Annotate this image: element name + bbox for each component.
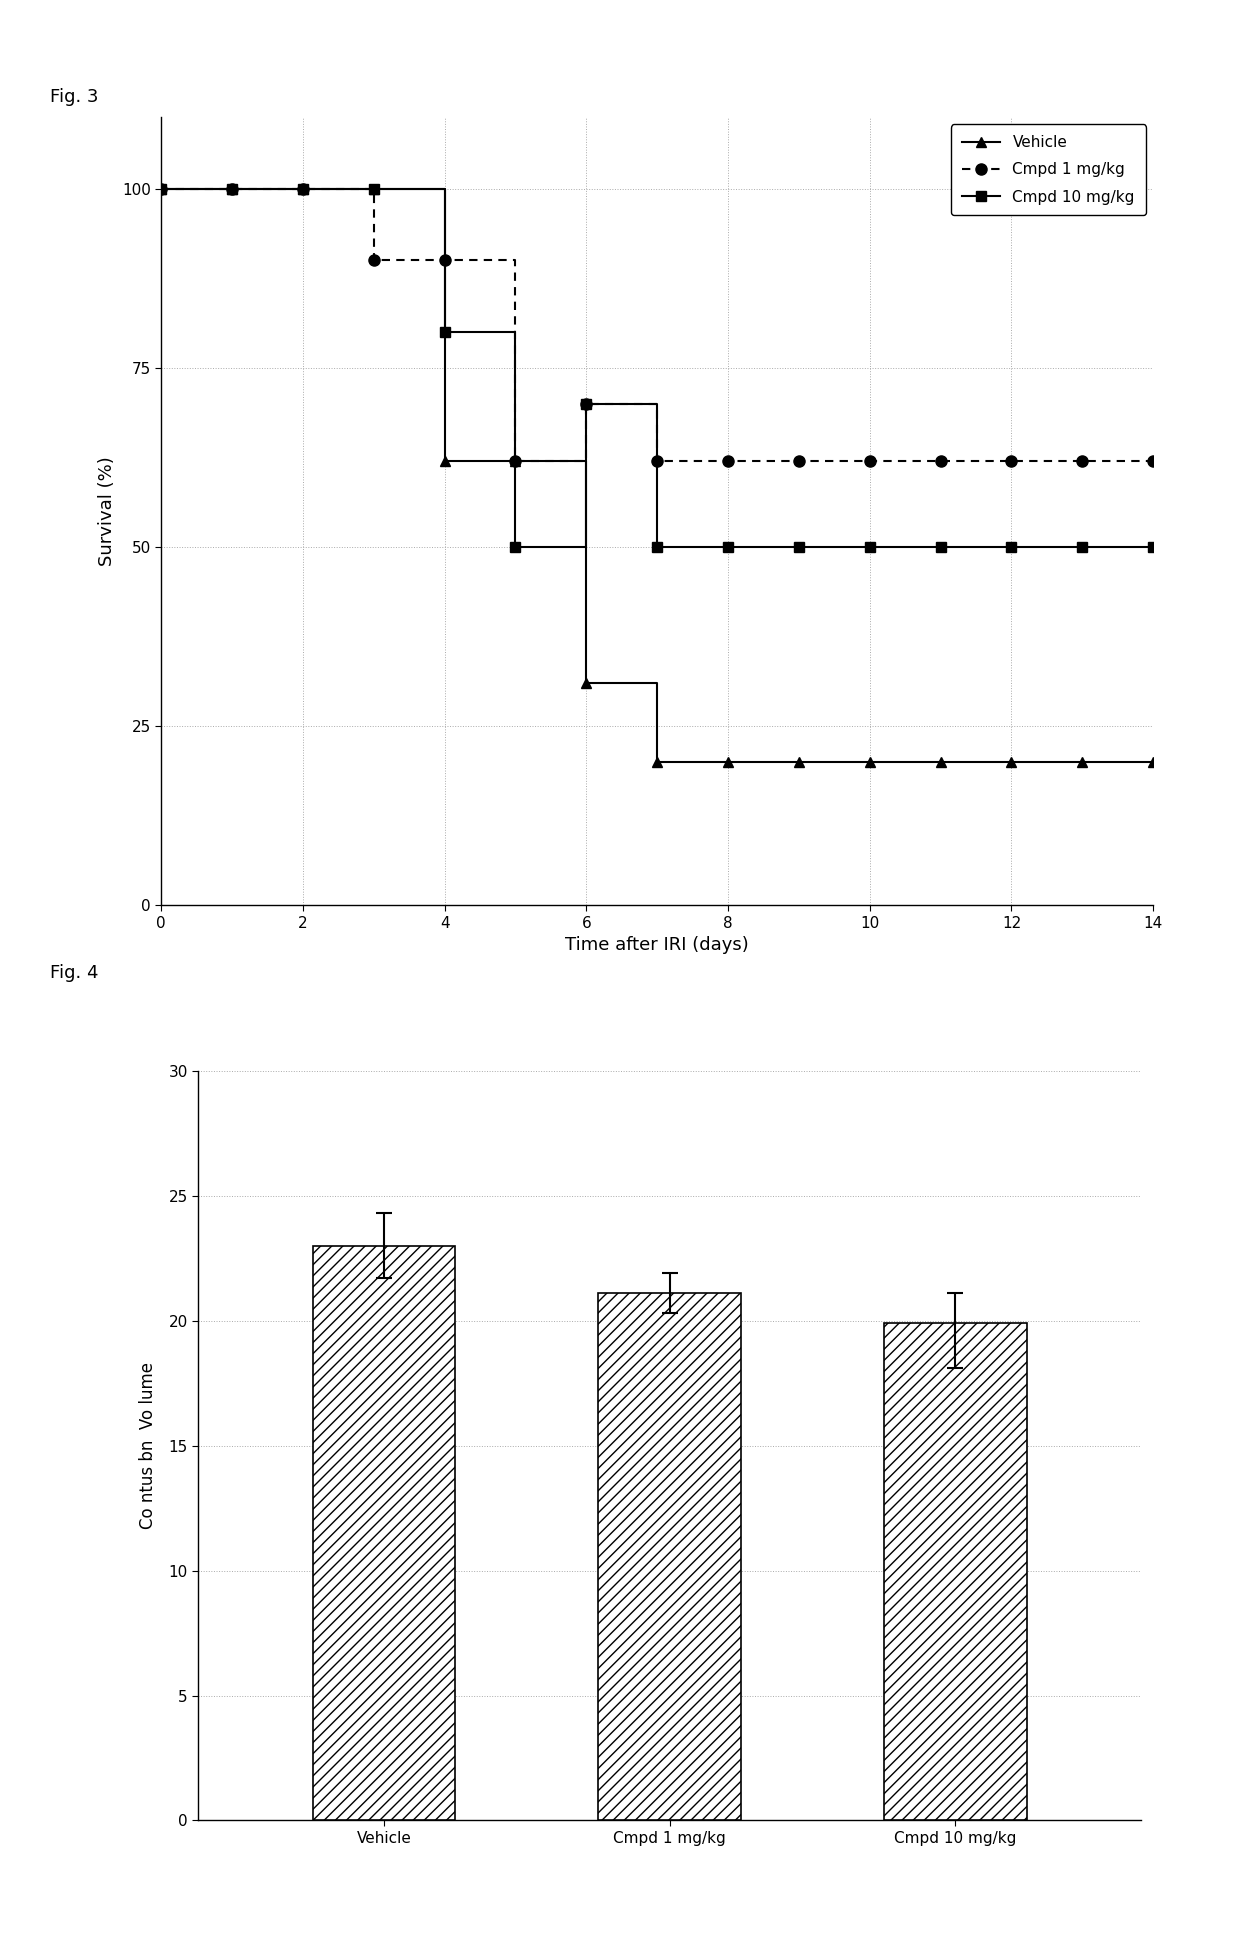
X-axis label: Time after IRI (days): Time after IRI (days) (565, 937, 749, 954)
Legend: Vehicle, Cmpd 1 mg/kg, Cmpd 10 mg/kg: Vehicle, Cmpd 1 mg/kg, Cmpd 10 mg/kg (951, 125, 1146, 216)
Y-axis label: Survival (%): Survival (%) (98, 456, 117, 567)
Y-axis label: Co ntus bn  Vo lume: Co ntus bn Vo lume (139, 1363, 157, 1528)
Bar (598, 1293, 742, 1820)
Text: Fig. 4: Fig. 4 (50, 964, 98, 981)
Bar (312, 1246, 455, 1820)
Bar (884, 1324, 1027, 1820)
Text: Fig. 3: Fig. 3 (50, 88, 98, 105)
